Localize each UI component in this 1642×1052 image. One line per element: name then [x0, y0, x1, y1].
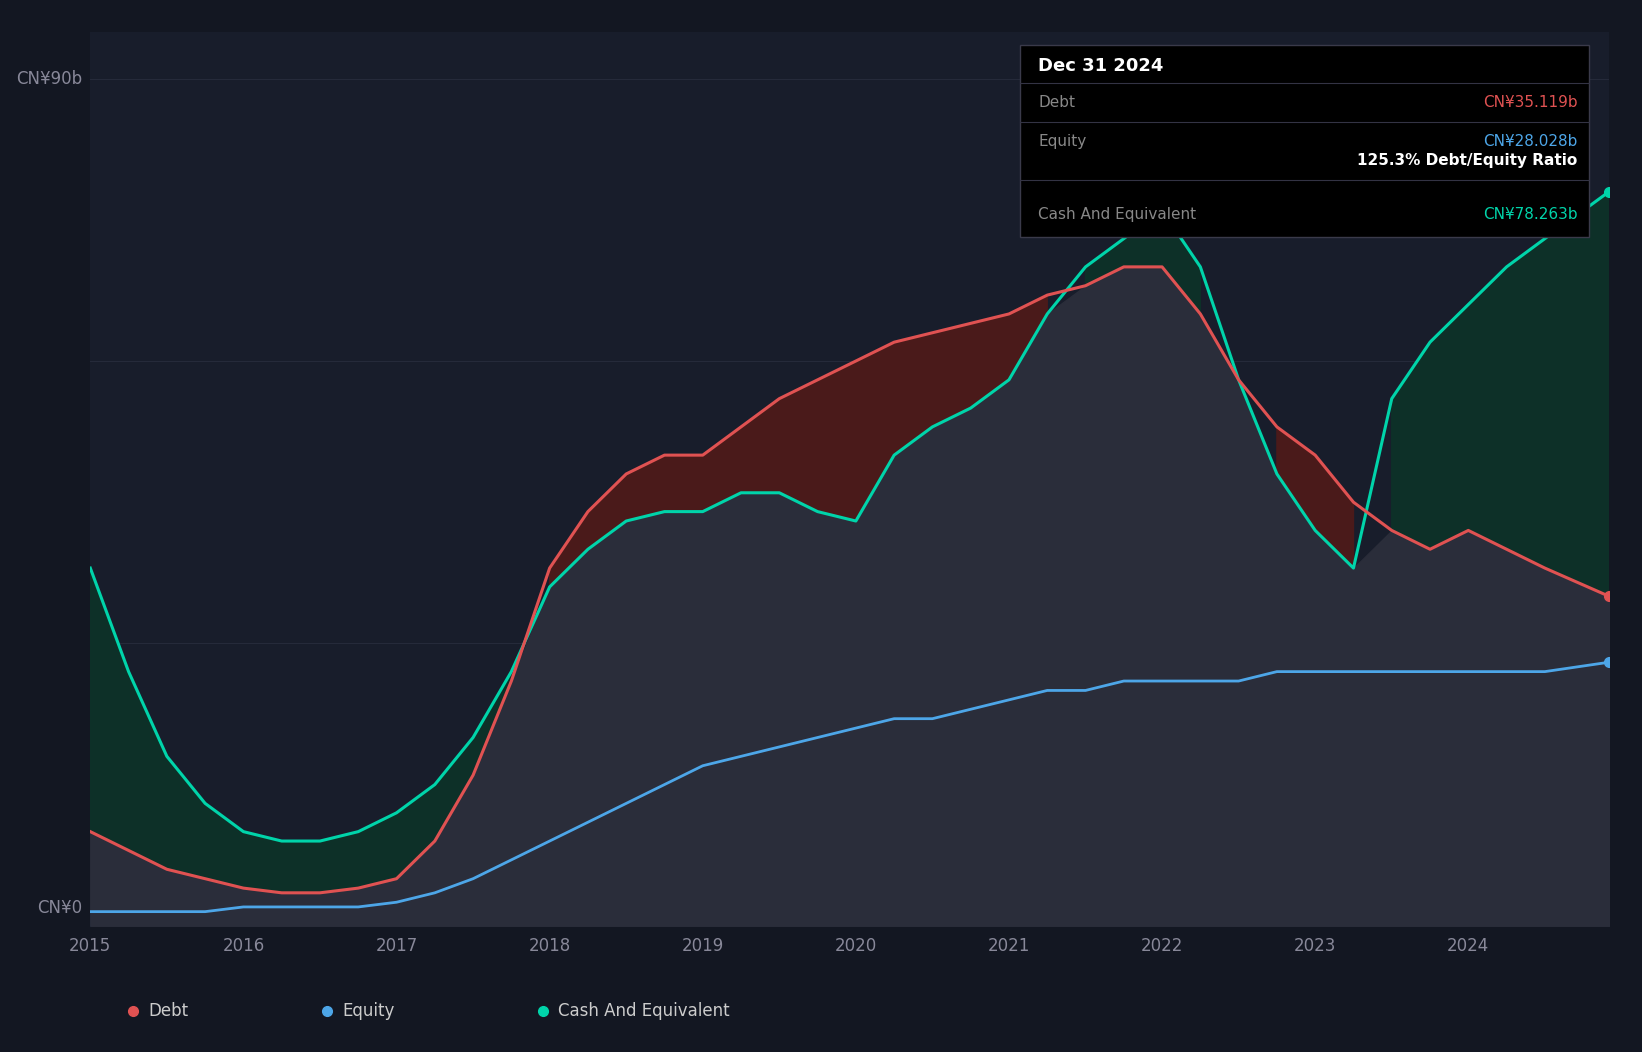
Text: 125.3% Debt/Equity Ratio: 125.3% Debt/Equity Ratio [1356, 153, 1578, 168]
Text: Equity: Equity [343, 1002, 394, 1019]
Text: Debt: Debt [148, 1002, 189, 1019]
Text: CN¥35.119b: CN¥35.119b [1483, 95, 1578, 110]
Text: Cash And Equivalent: Cash And Equivalent [1038, 206, 1197, 222]
Text: Cash And Equivalent: Cash And Equivalent [558, 1002, 729, 1019]
Text: CN¥0: CN¥0 [38, 898, 82, 917]
Text: CN¥28.028b: CN¥28.028b [1483, 134, 1578, 148]
FancyBboxPatch shape [1020, 45, 1589, 238]
Text: Equity: Equity [1038, 134, 1087, 148]
Text: Debt: Debt [1038, 95, 1076, 110]
Text: Dec 31 2024: Dec 31 2024 [1038, 57, 1164, 75]
Text: CN¥90b: CN¥90b [16, 69, 82, 87]
Text: CN¥78.263b: CN¥78.263b [1483, 206, 1578, 222]
